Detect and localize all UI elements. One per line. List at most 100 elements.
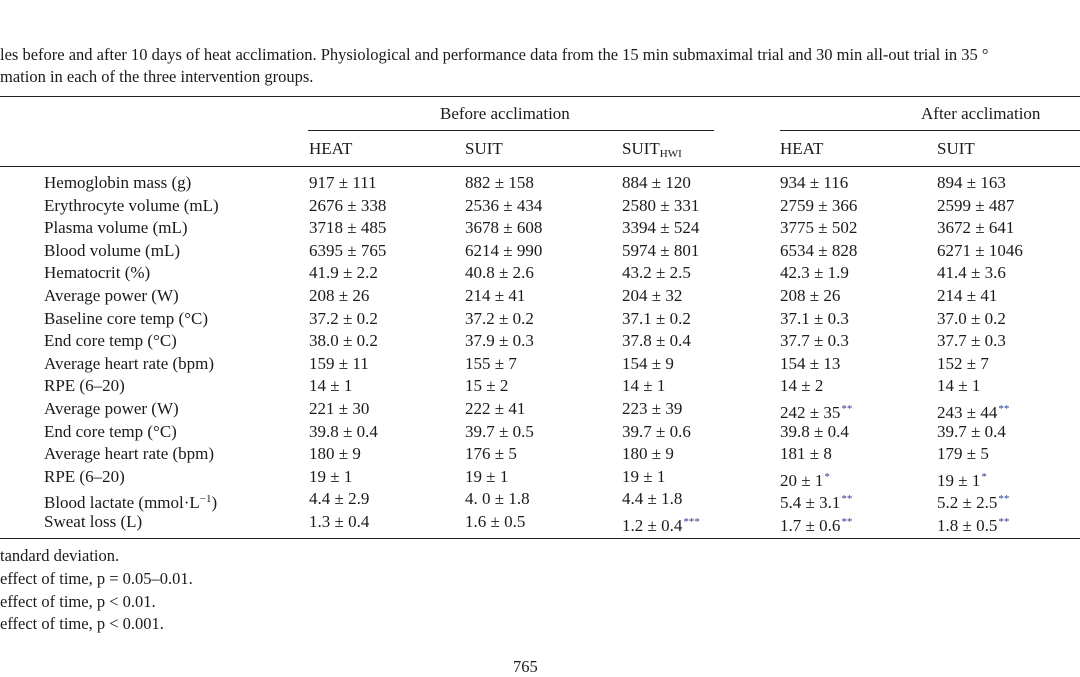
table-cell: 154 ± 13 [780, 354, 840, 374]
cell-value: 39.8 ± 0.4 [780, 421, 849, 441]
table-cell: 884 ± 120 [622, 173, 691, 193]
column-header-heat-before: HEAT [309, 139, 353, 158]
table-cell: 2759 ± 366 [780, 196, 857, 216]
row-label-text: Average power (W) [44, 399, 179, 418]
cell-value: 208 ± 26 [309, 286, 370, 305]
cell-value: 14 ± 1 [622, 376, 666, 396]
significance-marker: ** [841, 516, 853, 528]
cell-value: 159 ± 11 [309, 353, 369, 373]
table-top-rule [0, 96, 1080, 97]
table-cell: 37.7 ± 0.3 [780, 331, 849, 351]
cell-value: 3678 ± 608 [465, 218, 543, 238]
table-cell: 3672 ± 641 [937, 218, 1014, 238]
row-label: Average power (W) [44, 286, 179, 306]
row-label-text: RPE (6–20) [44, 466, 125, 486]
cell-value: 40.8 ± 2.6 [465, 263, 534, 283]
cell-value: 37.7 ± 0.3 [937, 331, 1006, 351]
cell-value: 179 ± 5 [937, 444, 989, 464]
column-header-heat-after: HEAT [780, 139, 824, 158]
table-cell: 4. 0 ± 1.8 [465, 489, 530, 509]
cell-value: 6534 ± 828 [780, 240, 858, 260]
table-cell: 37.1 ± 0.3 [780, 309, 849, 329]
cell-value: 3672 ± 641 [937, 218, 1015, 238]
row-label-tail: ) [211, 493, 218, 513]
row-label: Baseline core temp (°C) [44, 309, 208, 329]
table-cell: 40.8 ± 2.6 [465, 263, 534, 283]
table-cell: 6214 ± 990 [465, 241, 542, 261]
table-cell: 917 ± 111 [309, 173, 377, 193]
table-cell: 204 ± 32 [622, 286, 682, 306]
table-cell: 1.7 ± 0.6** [780, 512, 852, 536]
cell-value: 6271 ± 1046 [937, 240, 1023, 260]
table-cell: 5974 ± 801 [622, 241, 699, 261]
table-cell: 2599 ± 487 [937, 196, 1014, 216]
table-cell: 2676 ± 338 [309, 196, 386, 216]
table-cell: 19 ± 1 [622, 467, 665, 487]
cell-value: 3718 ± 485 [309, 218, 387, 238]
table-cell: 6271 ± 1046 [937, 241, 1023, 261]
table-cell: 214 ± 41 [937, 286, 997, 306]
cell-value: 19 ± 1 [622, 466, 666, 486]
table-cell: 19 ± 1 [309, 467, 352, 487]
cell-value: 19 ± 1 [937, 470, 981, 490]
group-header-after: After acclimation [921, 104, 1041, 123]
cell-value: 37.1 ± 0.2 [622, 308, 691, 328]
significance-marker: *** [683, 516, 700, 528]
row-label: RPE (6–20) [44, 467, 125, 487]
cell-value: 155 ± 7 [465, 353, 517, 373]
cell-value: 180 ± 9 [309, 444, 361, 464]
table-cell: 39.7 ± 0.4 [937, 422, 1006, 442]
column-header-suit-after: SUIT [937, 139, 975, 158]
row-label-text: Average heart rate (bpm) [44, 444, 215, 464]
significance-marker: ** [841, 493, 853, 506]
table-cell: 39.8 ± 0.4 [309, 422, 378, 442]
table-cell: 208 ± 26 [780, 286, 840, 306]
table-cell: 1.8 ± 0.5** [937, 512, 1009, 536]
cell-value: 934 ± 116 [780, 173, 849, 192]
row-label: Erythrocyte volume (mL) [44, 196, 219, 216]
cell-value: 1.2 ± 0.4 [622, 516, 683, 535]
cell-value: 1.3 ± 0.4 [309, 512, 370, 531]
page-number: 765 [513, 657, 538, 676]
group-rule-after [780, 130, 1080, 131]
table-cell: 155 ± 7 [465, 354, 517, 374]
cell-value: 39.7 ± 0.4 [937, 421, 1006, 441]
row-label-text: End core temp (°C) [44, 331, 177, 351]
row-label: Average heart rate (bpm) [44, 354, 214, 374]
table-cell: 5.4 ± 3.1** [780, 489, 852, 513]
table-cell: 20 ± 1* [780, 467, 830, 491]
table-cell: 37.1 ± 0.2 [622, 309, 691, 329]
column-header-subscript: HWI [659, 148, 682, 160]
cell-value: 2599 ± 487 [937, 195, 1015, 215]
table-cell: 180 ± 9 [309, 444, 361, 464]
table-cell: 37.2 ± 0.2 [465, 309, 534, 329]
table-cell: 19 ± 1 [465, 467, 508, 487]
table-cell: 14 ± 1 [937, 376, 980, 396]
table-cell: 41.9 ± 2.2 [309, 263, 378, 283]
row-label: Average power (W) [44, 399, 179, 419]
table-cell: 208 ± 26 [309, 286, 369, 306]
table-bottom-rule [0, 538, 1080, 539]
table-cell: 882 ± 158 [465, 173, 534, 193]
table-cell: 37.9 ± 0.3 [465, 331, 534, 351]
cell-value: 2676 ± 338 [309, 195, 387, 215]
table-cell: 3775 ± 502 [780, 218, 857, 238]
table-cell: 3718 ± 485 [309, 218, 386, 238]
cell-value: 37.0 ± 0.2 [937, 308, 1006, 328]
cell-value: 37.9 ± 0.3 [465, 331, 534, 351]
table-cell: 243 ± 44** [937, 399, 1009, 423]
cell-value: 214 ± 41 [465, 286, 526, 305]
table-cell: 934 ± 116 [780, 173, 848, 193]
table-cell: 223 ± 39 [622, 399, 682, 419]
table-cell: 39.8 ± 0.4 [780, 422, 849, 442]
cell-value: 2759 ± 366 [780, 195, 858, 215]
cell-value: 152 ± 7 [937, 353, 989, 373]
cell-value: 221 ± 30 [309, 399, 370, 418]
row-label: Blood lactate (mmol·L−1) [44, 489, 217, 513]
table-cell: 6534 ± 828 [780, 241, 857, 261]
table-cell: 1.3 ± 0.4 [309, 512, 369, 532]
cell-value: 37.8 ± 0.4 [622, 331, 691, 351]
row-label-text: Blood lactate (mmol·L [44, 493, 200, 513]
table-cell: 154 ± 9 [622, 354, 674, 374]
table-cell: 15 ± 2 [465, 376, 508, 396]
